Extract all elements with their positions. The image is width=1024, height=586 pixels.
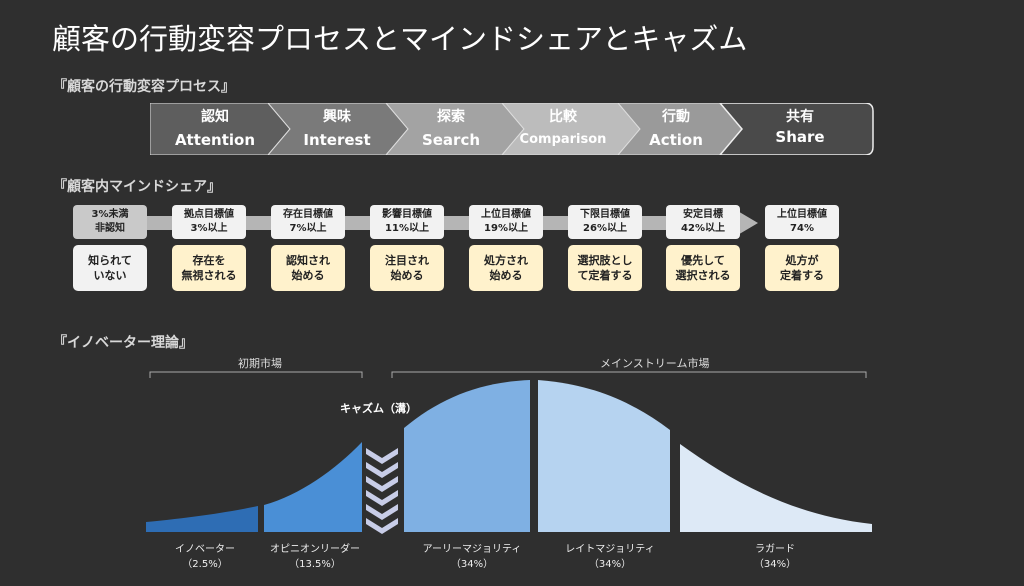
mindshare-state-4: 処方され 始める	[469, 245, 543, 291]
label-laggard: ラガード （34%）	[753, 544, 797, 570]
mindshare-state-3: 注目され 始める	[370, 245, 444, 291]
mindshare-target-6: 安定目標 42%以上	[666, 205, 740, 239]
segment-early-majority	[404, 380, 530, 532]
step-action: 行動 Action	[649, 109, 703, 149]
mindshare-state-text: 始める	[390, 269, 424, 282]
early-market-bracket	[149, 371, 363, 378]
mindshare-target-7: 上位目標値 74%	[765, 205, 839, 239]
mindshare-target-1: 拠点目標値 3%以上	[172, 205, 246, 239]
mindshare-target-text: 上位目標値	[777, 209, 827, 220]
mindshare-state-text: 始める	[489, 269, 523, 282]
mindshare-state-text: 無視される	[181, 269, 237, 282]
chevron-search	[385, 103, 525, 155]
mindshare-state-2: 認知され 始める	[271, 245, 345, 291]
mindshare-target-3: 影響目標値 11%以上	[370, 205, 444, 239]
mindshare-target-text: 7%以上	[289, 223, 327, 234]
mindshare-state-text: 認知され	[286, 254, 330, 267]
chevron-share	[719, 103, 874, 155]
mindshare-target-text: 上位目標値	[481, 209, 531, 220]
chevron-action	[617, 103, 743, 155]
mindshare-target-text: 11%以上	[385, 223, 429, 234]
segment-late-majority	[538, 380, 670, 532]
mindshare-target-0: 3%未満非認知	[73, 205, 147, 239]
label-late-majority: レイトマジョリティ （34%）	[565, 544, 655, 570]
label-early-majority: アーリーマジョリティ （34%）	[422, 544, 522, 570]
mindshare-state-text: 選択肢とし	[577, 254, 633, 267]
mindshare-target-text: 拠点目標値	[184, 209, 234, 220]
segment-opinion-leader	[264, 442, 362, 532]
mindshare-state-text: 定着する	[780, 269, 824, 282]
mindshare-target-text: 74%	[790, 223, 814, 234]
chasm-label: キャズム（溝）	[340, 402, 417, 415]
mindshare-target-text: 下限目標値	[580, 209, 630, 220]
step-interest: 興味 Interest	[303, 109, 371, 149]
mindshare-target-text: 非認知	[95, 223, 125, 234]
mindshare-target-4: 上位目標値 19%以上	[469, 205, 543, 239]
mindshare-state-text: 始める	[291, 269, 325, 282]
step-comparison: 比較 Comparison	[519, 109, 607, 147]
mindshare-target-5: 下限目標値 26%以上	[568, 205, 642, 239]
mindshare-target-text: 3%未満	[91, 209, 129, 220]
mindshare-target-text: 19%以上	[484, 223, 528, 234]
mindshare-target-text: 安定目標	[683, 209, 723, 220]
mindshare-state-5: 選択肢として定着する	[568, 245, 642, 291]
section-title-innovator: 『イノベーター理論』	[53, 335, 193, 351]
segment-laggard	[680, 444, 872, 532]
mindshare-state-text: 処方され	[484, 254, 528, 267]
section-title-mindshare: 『顧客内マインドシェア』	[53, 179, 221, 195]
mainstream-market-label: メインストリーム市場	[600, 357, 710, 370]
step-search: 探索 Search	[421, 109, 481, 149]
mindshare-state-0: 知られて いない	[73, 245, 147, 291]
segment-innovator	[146, 506, 258, 532]
process-chevrons	[150, 103, 874, 155]
mindshare-state-7: 処方が 定着する	[765, 245, 839, 291]
mindshare-state-text: 存在を	[192, 254, 226, 267]
early-market-label: 初期市場	[238, 357, 282, 370]
mindshare-state-text: 処方が	[785, 254, 819, 267]
section-title-process: 『顧客の行動変容プロセス』	[53, 79, 235, 95]
step-attention: 認知 Attention	[174, 109, 256, 149]
page-title: 顧客の行動変容プロセスとマインドシェアとキャズム	[52, 22, 748, 56]
mindshare-state-1: 存在を 無視される	[172, 245, 246, 291]
mindshare-target-text: 存在目標値	[283, 209, 333, 220]
chasm-chevrons	[366, 448, 398, 534]
mindshare-target-text: 3%以上	[190, 223, 228, 234]
mindshare-state-text: 選択される	[675, 269, 731, 282]
mindshare-state-text: 優先して	[681, 254, 725, 267]
mindshare-state-6: 優先して 選択される	[666, 245, 740, 291]
chevron-comparison	[501, 103, 641, 155]
mindshare-state-text: 注目され	[385, 254, 429, 267]
mainstream-market-bracket	[391, 371, 867, 378]
label-opinion-leader: オピニオンリーダー （13.5%）	[270, 544, 360, 570]
step-share: 共有 Share	[775, 109, 825, 146]
label-innovator: イノベーター （2.5%）	[175, 544, 235, 570]
mindshare-target-text: 26%以上	[583, 223, 627, 234]
mindshare-state-text: いない	[93, 269, 127, 282]
mindshare-state-text: て定着する	[577, 269, 633, 282]
mindshare-target-2: 存在目標値 7%以上	[271, 205, 345, 239]
mindshare-target-text: 42%以上	[681, 223, 725, 234]
chevron-interest	[267, 103, 409, 155]
mindshare-state-text: 知られて	[88, 254, 132, 267]
mindshare-target-text: 影響目標値	[382, 209, 432, 220]
